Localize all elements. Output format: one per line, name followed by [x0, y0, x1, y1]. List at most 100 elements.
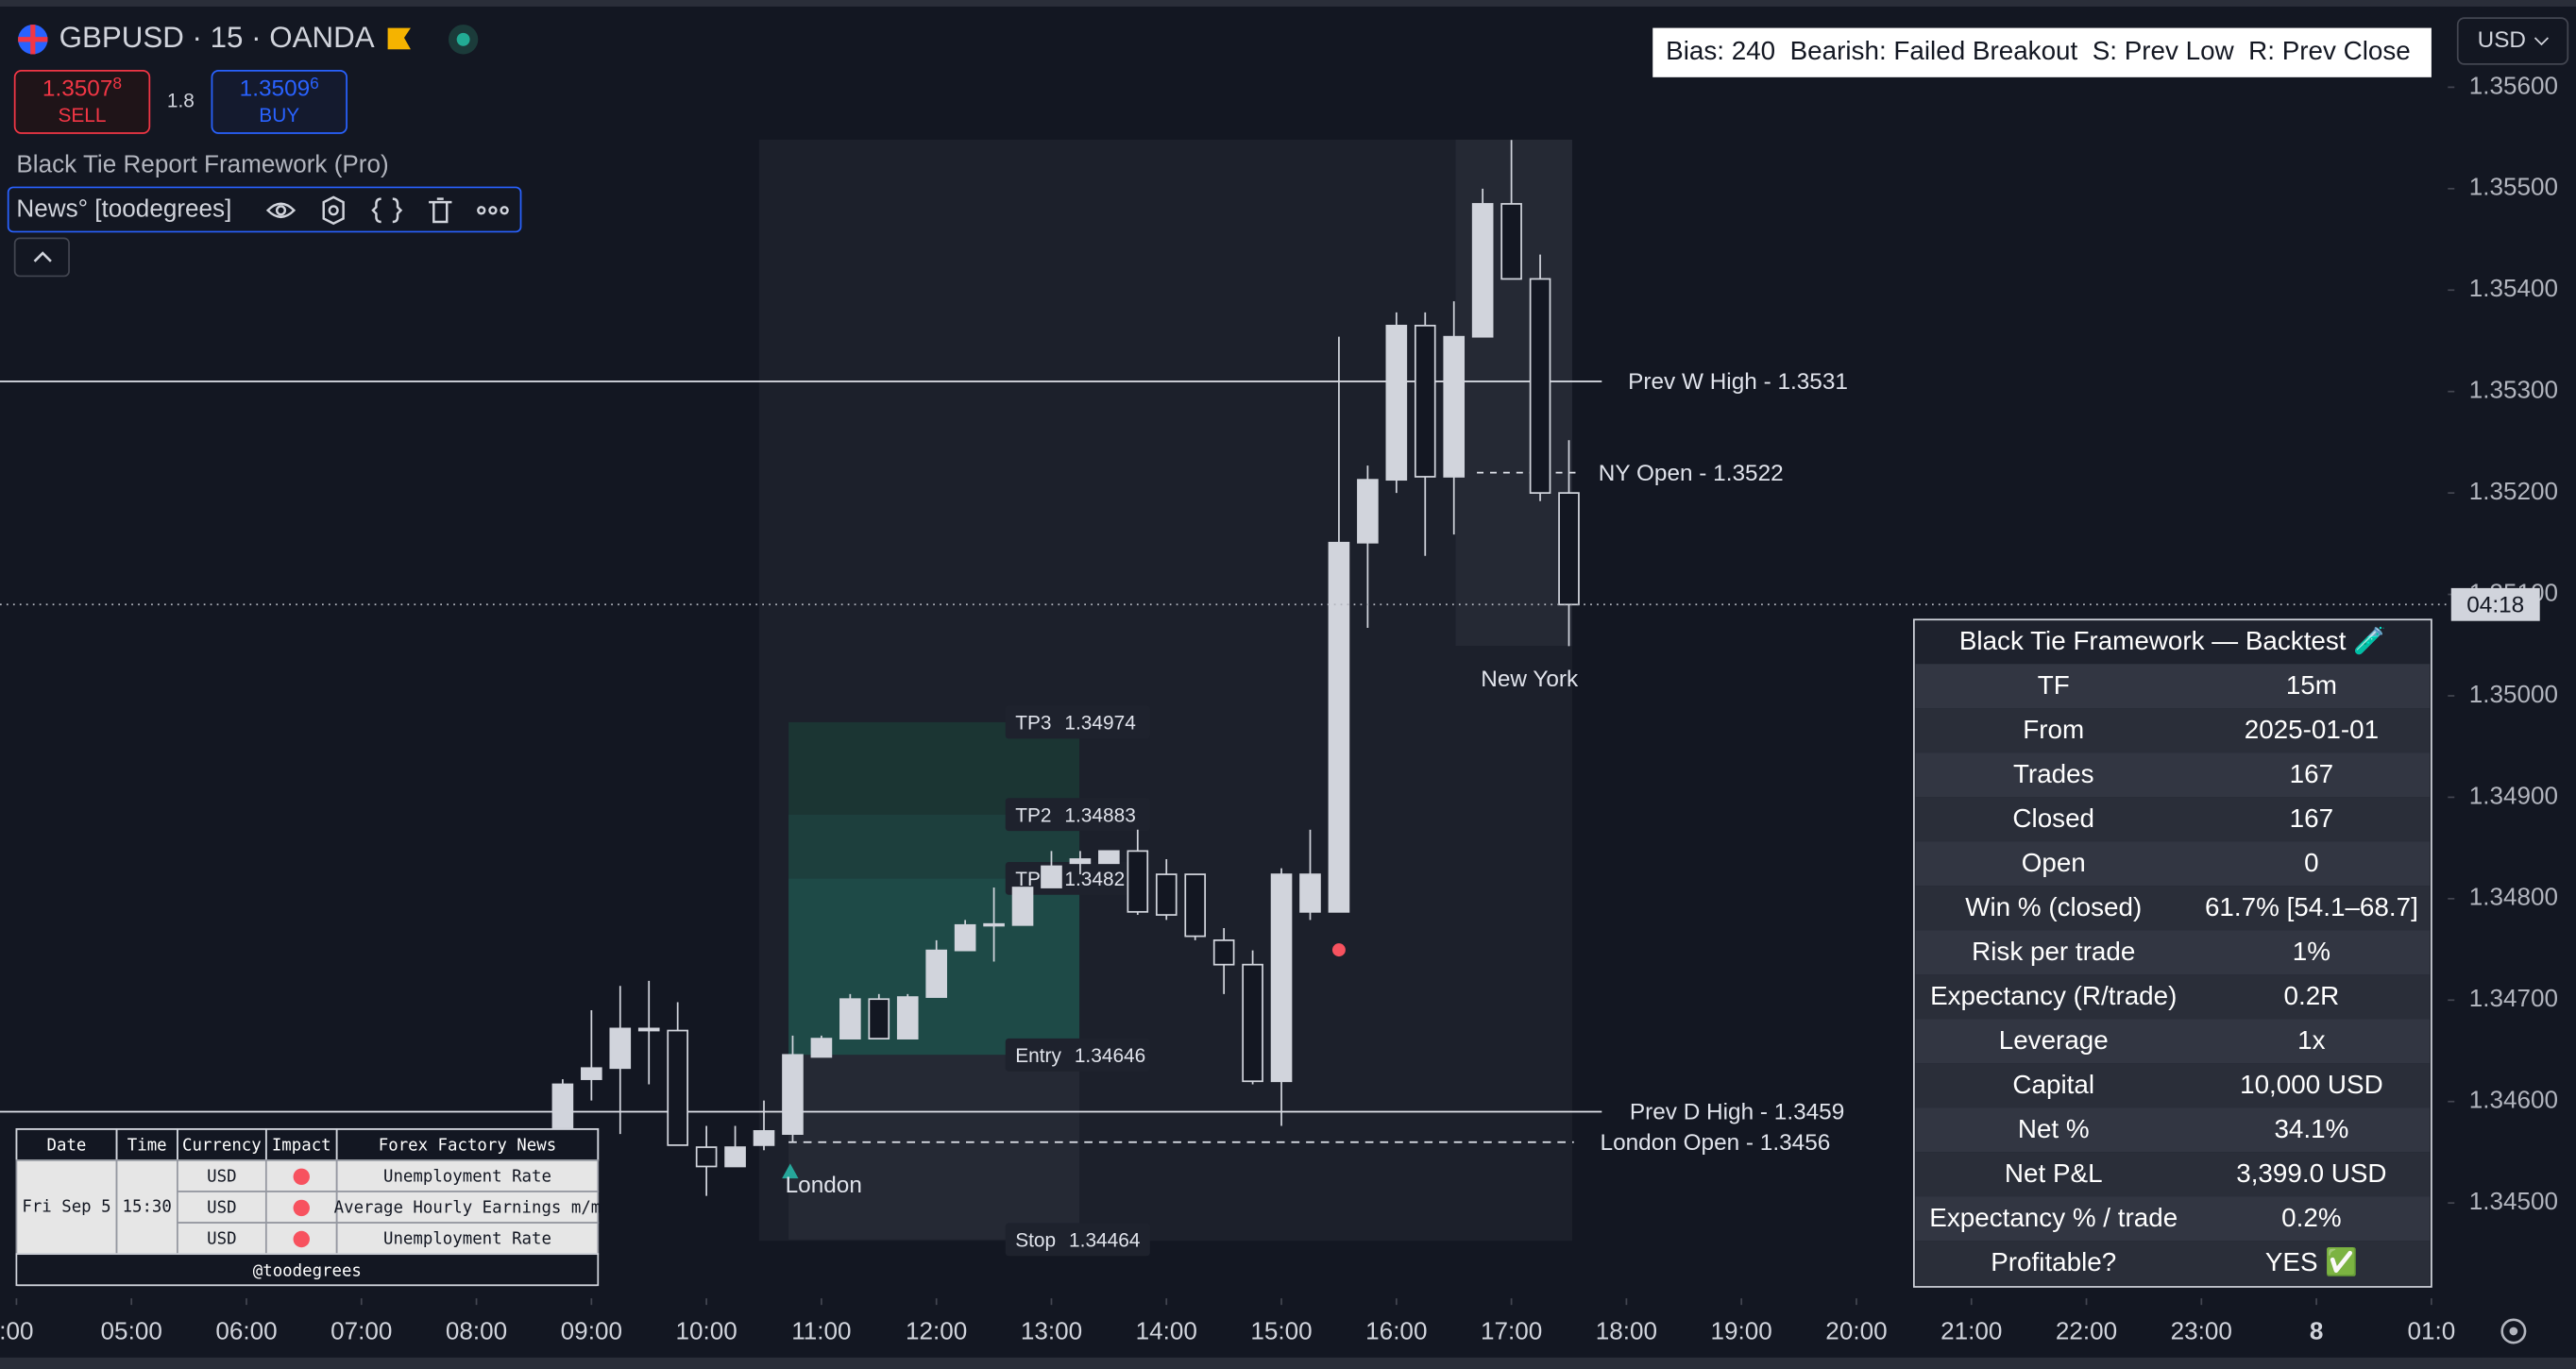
- y-tick-label: 1.35000: [2469, 680, 2558, 708]
- signal-dot: [1331, 943, 1346, 957]
- backtest-value: 2025-01-01: [2245, 715, 2379, 744]
- backtest-value: 167: [2290, 803, 2333, 833]
- flag-cross: [18, 25, 48, 55]
- news-currency: USD: [207, 1167, 236, 1186]
- backtest-row: [1915, 797, 2431, 842]
- trade-label-box: [1005, 798, 1150, 832]
- candle-body: [1270, 873, 1293, 1083]
- x-tick-label: 23:00: [2171, 1317, 2232, 1345]
- backtest-value: 34.1%: [2274, 1114, 2348, 1143]
- candle-body: [954, 923, 976, 952]
- sell-label: SELL: [58, 105, 106, 127]
- bottom-border: [0, 1357, 2576, 1369]
- backtest-key: Profitable?: [1991, 1247, 2116, 1276]
- y-tick-label: 1.35200: [2469, 477, 2558, 505]
- candle-body: [609, 1027, 632, 1070]
- trade-label-box: [1005, 1223, 1150, 1257]
- x-tick-label: 15:00: [1250, 1317, 1312, 1345]
- news-column: Impact: [272, 1136, 331, 1155]
- candle-body: [1242, 963, 1263, 1083]
- backtest-value: 167: [2290, 759, 2333, 788]
- x-tick-label: 8: [2310, 1317, 2324, 1345]
- settings-button[interactable]: [2500, 1318, 2527, 1344]
- top-border: [0, 0, 2576, 7]
- buy-button[interactable]: [211, 69, 347, 134]
- y-tick-label: 1.34500: [2469, 1187, 2558, 1215]
- session-label: London: [786, 1173, 862, 1198]
- trade-price: 1.34464: [1069, 1229, 1140, 1251]
- news-date-cell: [15, 1159, 118, 1256]
- eye-icon[interactable]: [265, 202, 297, 218]
- more-dot: [500, 206, 509, 215]
- trade-price: 1.34974: [1064, 712, 1135, 734]
- more-dot[interactable]: [477, 206, 486, 215]
- backtest-key: Closed: [2012, 803, 2094, 833]
- candle-body: [1011, 887, 1034, 926]
- candle-body: [1357, 479, 1379, 544]
- x-tick-label: 12:00: [906, 1317, 967, 1345]
- countdown: 04:18: [2466, 592, 2524, 617]
- backtest-title: Black Tie Framework — Backtest 🧪: [1959, 626, 2386, 656]
- candles: [551, 140, 1580, 1196]
- sell-button[interactable]: [13, 69, 151, 134]
- x-tick-label: 18:00: [1596, 1317, 1657, 1345]
- backtest-row: [1915, 1063, 2431, 1108]
- x-tick-label: 10:00: [675, 1317, 737, 1345]
- x-tick-label: 09:00: [561, 1317, 622, 1345]
- impact-dot: [293, 1230, 310, 1248]
- trade-label: Stop 1.34464: [1015, 1229, 1140, 1251]
- impact-dot: [293, 1199, 310, 1217]
- indicator-name: Black Tie Report Framework (Pro): [16, 150, 388, 178]
- pip: 8: [112, 73, 122, 92]
- backtest-value: 0.2%: [2281, 1203, 2341, 1232]
- news-time: 15:30: [123, 1198, 172, 1217]
- candle-body: [551, 1083, 574, 1132]
- backtest-row: [1915, 886, 2431, 931]
- news-cell: [335, 1191, 600, 1224]
- backtest-value: 61.7% [54.1–68.7]: [2205, 892, 2418, 921]
- news-currency: USD: [207, 1229, 236, 1248]
- backtest-row: [1915, 752, 2431, 798]
- backtest-key: From: [2023, 715, 2084, 744]
- collapse-button[interactable]: [13, 237, 70, 278]
- candle-body: [925, 949, 947, 998]
- backtest-row: [1915, 664, 2431, 709]
- trade-label: Entry 1.34646: [1015, 1045, 1145, 1067]
- currency-select[interactable]: [2456, 17, 2569, 65]
- y-tick-label: 1.34800: [2469, 883, 2558, 911]
- trade-price: 1.34646: [1075, 1045, 1145, 1067]
- eye-pupil: [275, 205, 287, 216]
- trade-price: 1.3482: [1064, 869, 1125, 890]
- news-footer-text: @toodegrees: [253, 1261, 362, 1280]
- news-footer: [15, 1253, 600, 1287]
- backtest-value: 3,399.0 USD: [2236, 1158, 2386, 1188]
- x-tick-label: 16:00: [1365, 1317, 1427, 1345]
- y-tick-label: 1.34600: [2469, 1086, 2558, 1114]
- candle-body: [983, 922, 1005, 927]
- settings-icon[interactable]: [322, 195, 345, 226]
- price: 1.3509: [240, 76, 310, 102]
- x-tick-label: 05:00: [101, 1317, 162, 1345]
- candle-body: [1098, 850, 1120, 865]
- symbol: GBPUSD · 15 · OANDA: [59, 21, 375, 54]
- candle-body: [868, 998, 890, 1039]
- news-event: Unemployment Rate: [383, 1167, 551, 1186]
- x-tick-label: 19:00: [1711, 1317, 1772, 1345]
- candle-body: [1471, 203, 1494, 338]
- price: 1.3507: [42, 76, 112, 102]
- level-label: Prev D High - 1.3459: [1630, 1100, 1844, 1125]
- candle-body: [724, 1146, 746, 1168]
- source-icon[interactable]: [371, 197, 403, 224]
- x-tick-label: 01:0: [2407, 1317, 2455, 1345]
- candle-body: [1127, 850, 1149, 913]
- countdown-box: [2450, 587, 2540, 621]
- news-cell: [177, 1191, 267, 1224]
- backtest-key: Leverage: [1999, 1025, 2109, 1055]
- study-name: News° [toodegrees]: [16, 194, 231, 223]
- delete-icon[interactable]: [429, 197, 452, 224]
- axes: 1.356001.355001.354001.353001.352001.351…: [0, 71, 2558, 1345]
- candle-body: [1500, 203, 1522, 280]
- news-cell: [335, 1222, 600, 1256]
- backtest-key: TF: [2038, 670, 2070, 700]
- bias-box: [1652, 27, 2432, 77]
